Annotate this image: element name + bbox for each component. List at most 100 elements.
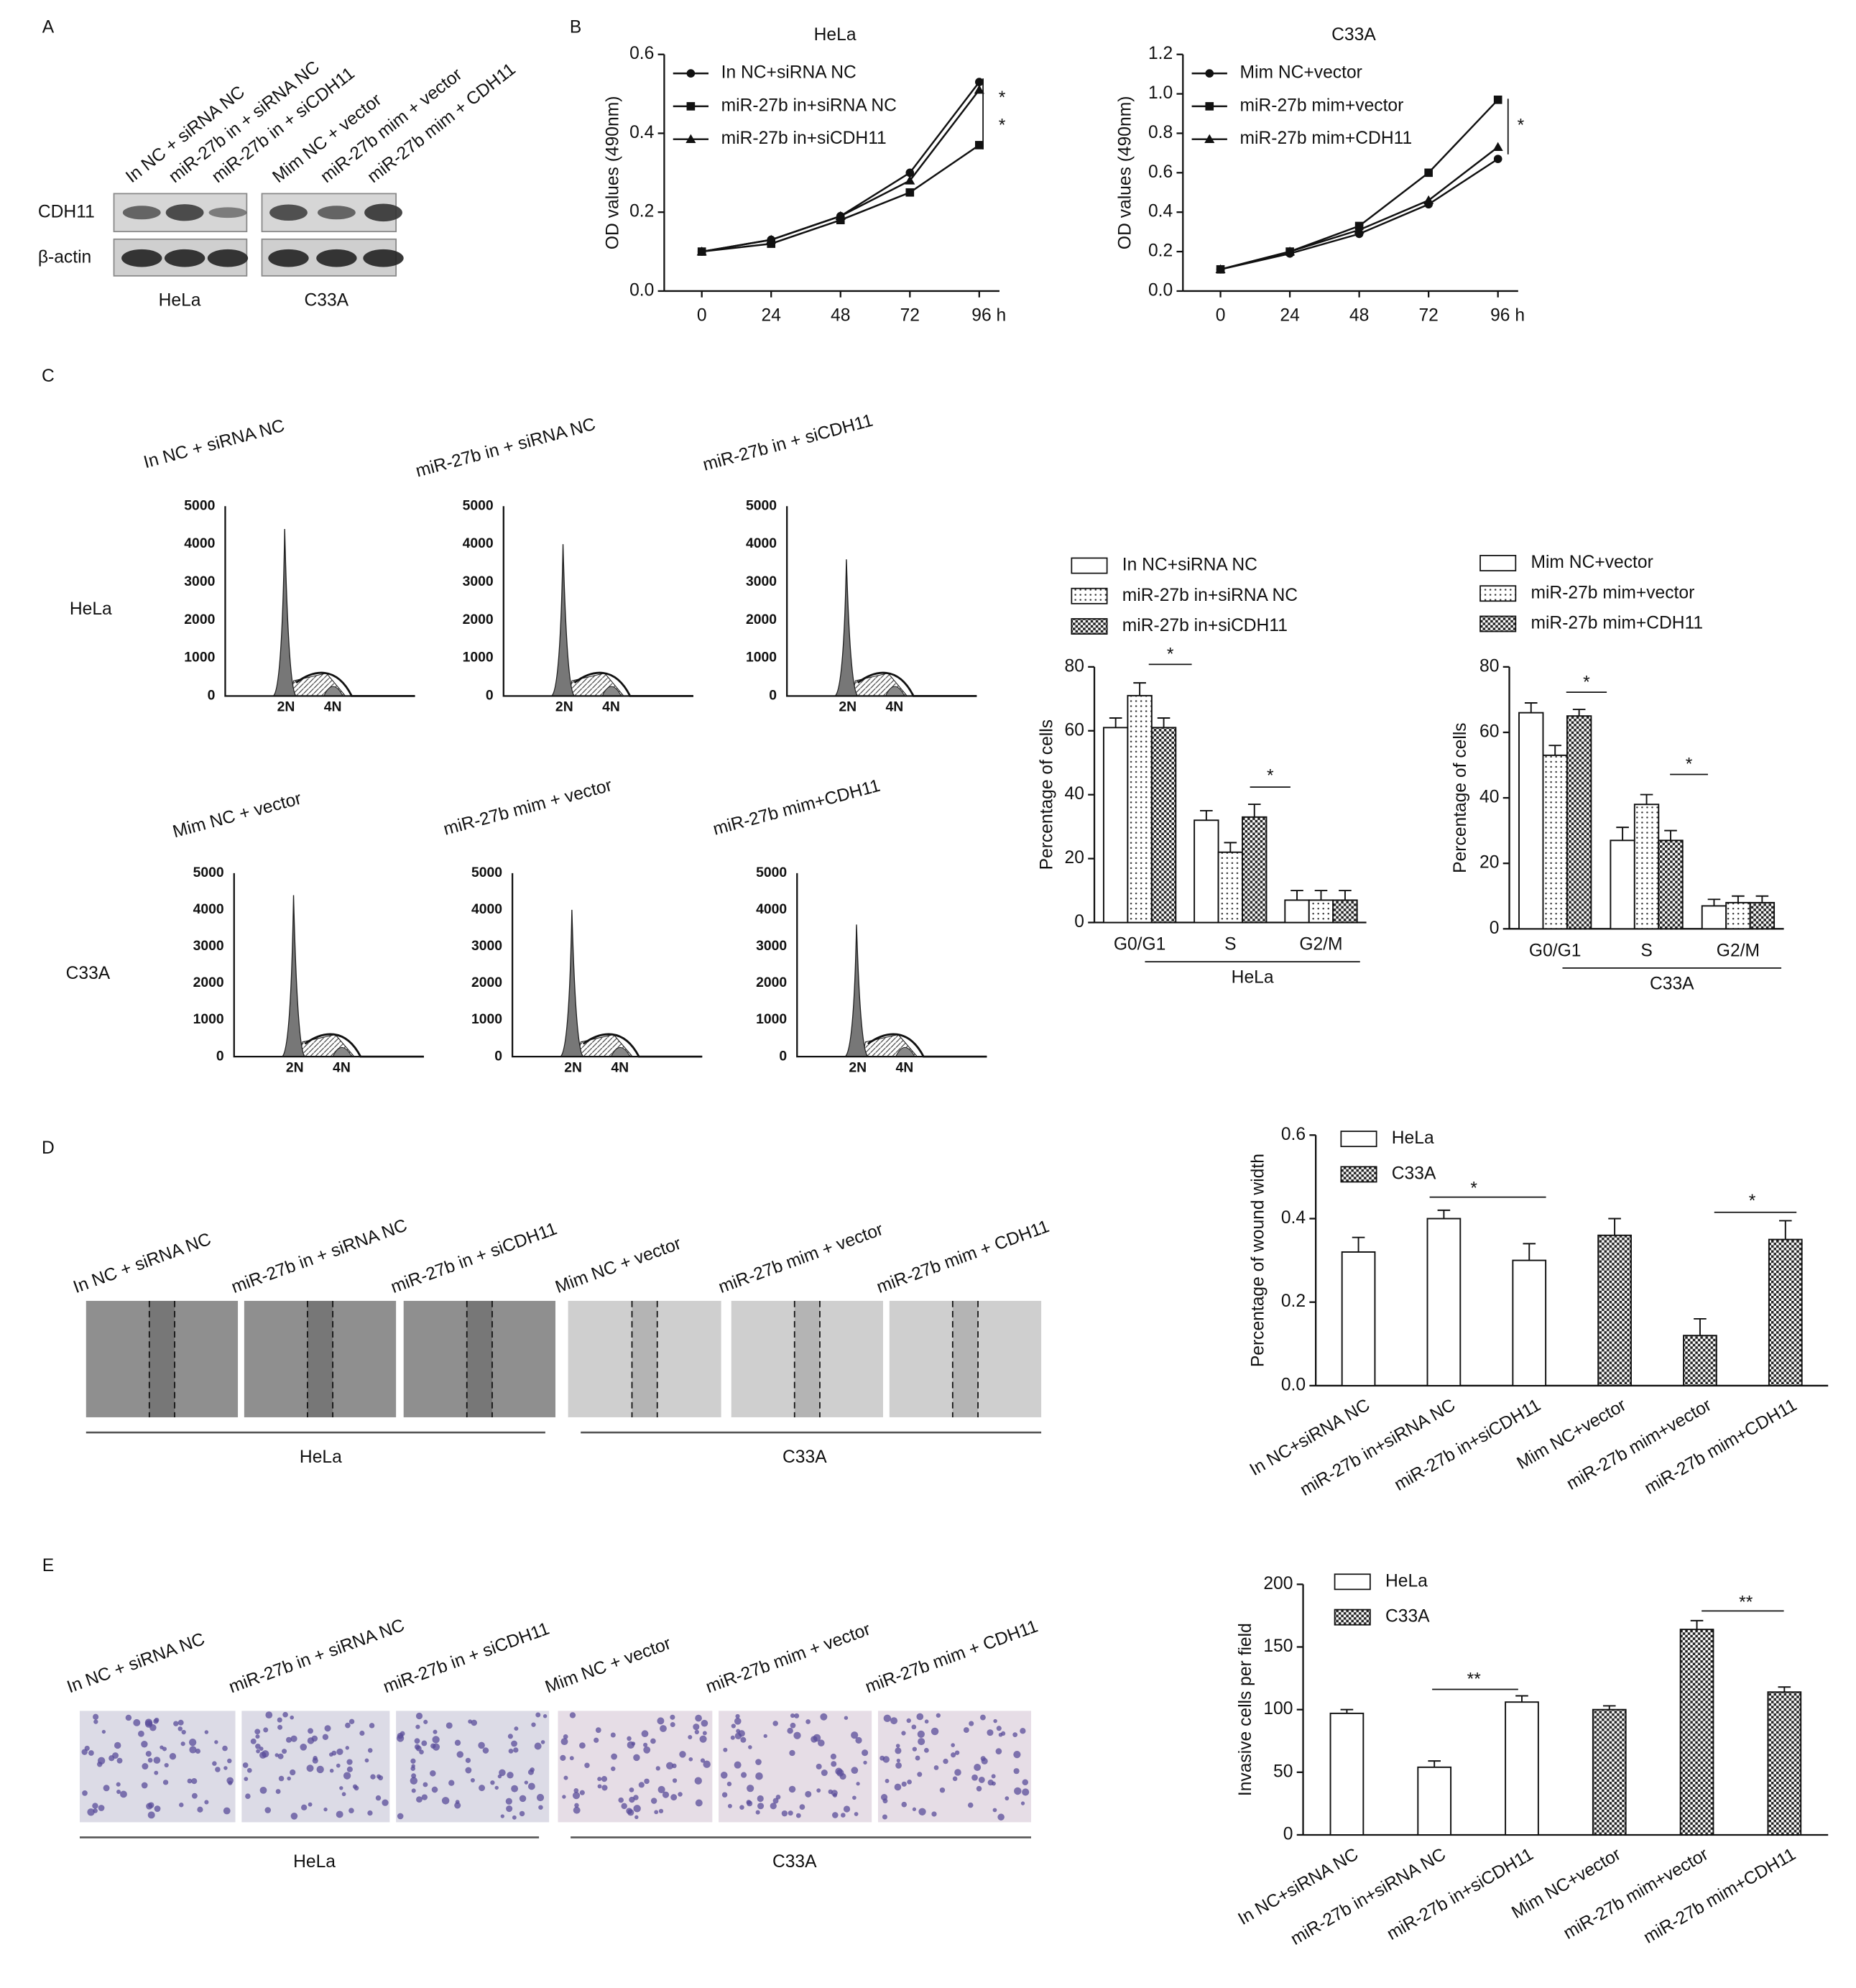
cell — [153, 1718, 159, 1724]
cell — [215, 1767, 221, 1772]
cell — [679, 1751, 686, 1758]
cell — [180, 1741, 185, 1747]
cell — [259, 1786, 267, 1794]
cell — [339, 1786, 343, 1790]
photo-title: miR-27b in + siCDH11 — [388, 1219, 559, 1297]
cell — [793, 1731, 801, 1739]
cell — [748, 1745, 752, 1749]
cell — [627, 1736, 632, 1741]
legend-label: miR-27b mim+vector — [1530, 583, 1694, 602]
cell — [660, 1725, 667, 1732]
flow-outline — [304, 1033, 424, 1058]
cell — [92, 1803, 98, 1809]
bar — [1417, 1766, 1452, 1836]
cell — [951, 1743, 955, 1747]
cell — [650, 1738, 656, 1744]
flow-outline — [573, 671, 693, 697]
error-bar — [1352, 1236, 1365, 1252]
cell — [336, 1763, 341, 1768]
legend-label: miR-27b mim+CDH11 — [1530, 614, 1703, 633]
flow-tick: 3000 — [184, 574, 215, 589]
error-bar — [1616, 827, 1629, 841]
cell — [739, 1805, 744, 1810]
cell — [290, 1813, 298, 1820]
cell — [721, 1792, 728, 1798]
error-bar — [1548, 745, 1562, 755]
cell — [931, 1727, 939, 1736]
cell — [763, 1734, 767, 1739]
flow-tick: 5000 — [471, 865, 502, 880]
cell — [997, 1813, 1005, 1821]
bar — [1566, 715, 1592, 930]
cell — [693, 1724, 700, 1731]
cell — [414, 1738, 420, 1744]
cell — [191, 1793, 198, 1799]
wound-gap — [307, 1300, 333, 1417]
cell — [993, 1718, 997, 1724]
cell — [141, 1782, 148, 1789]
cell — [597, 1784, 602, 1789]
cell — [471, 1719, 477, 1726]
y-tick-label: 0.6 — [1148, 162, 1173, 182]
cell — [397, 1813, 404, 1820]
cell — [494, 1785, 499, 1790]
cell-label: HeLa — [159, 291, 201, 310]
annotation: * — [1749, 1192, 1756, 1211]
flow-x: 4N — [896, 1059, 914, 1075]
cell — [885, 1779, 890, 1783]
cell — [411, 1788, 416, 1793]
error-bar — [1515, 1695, 1528, 1703]
marker — [696, 247, 707, 256]
cell — [563, 1734, 568, 1739]
legend-swatch — [1334, 1573, 1371, 1591]
marker — [975, 78, 984, 86]
cell — [924, 1719, 929, 1724]
cell — [145, 1751, 152, 1757]
cell — [594, 1737, 599, 1743]
flow-x: 4N — [885, 699, 903, 714]
cell — [169, 1753, 177, 1760]
flow-g1 — [833, 559, 859, 697]
cell — [116, 1757, 123, 1764]
flow-tick: 4000 — [746, 535, 777, 551]
legend-label: miR-27b in+siRNA NC — [721, 96, 897, 115]
cell — [734, 1718, 742, 1725]
cell — [831, 1761, 837, 1767]
flow-tick: 1000 — [184, 650, 215, 666]
y-tick-label: 50 — [1273, 1762, 1293, 1781]
x-tick-label: 24 — [762, 306, 781, 326]
bar — [1658, 839, 1684, 930]
cell — [655, 1766, 660, 1771]
cell — [650, 1798, 657, 1804]
band — [364, 203, 402, 222]
photo-title: miR-27b in + siRNA NC — [229, 1215, 410, 1297]
y-tick-label: 1.2 — [1148, 44, 1173, 63]
marker — [974, 85, 984, 94]
cell — [670, 1714, 675, 1720]
cell-label: HeLa — [300, 1448, 342, 1467]
cell — [300, 1744, 308, 1751]
cell — [688, 1734, 693, 1740]
cell — [346, 1766, 353, 1772]
cell — [245, 1793, 251, 1799]
legend-label: miR-27b mim+vector — [1240, 96, 1404, 115]
cell — [992, 1781, 996, 1786]
cell — [991, 1774, 996, 1779]
error-bar — [1339, 890, 1352, 901]
cell — [643, 1742, 648, 1747]
cell — [490, 1780, 495, 1785]
cell — [770, 1803, 777, 1810]
cell — [936, 1713, 941, 1718]
error-bar — [1524, 702, 1538, 713]
cell — [703, 1760, 711, 1768]
cell — [479, 1785, 486, 1792]
flow-title: miR-27b mim+CDH11 — [711, 776, 882, 839]
cell — [895, 1747, 902, 1754]
error-bar — [1157, 717, 1171, 728]
cell — [563, 1775, 568, 1780]
flow-tick: 5000 — [746, 497, 777, 513]
y-tick-label: 0 — [1490, 919, 1500, 938]
cell — [755, 1810, 760, 1815]
cell — [879, 1755, 885, 1761]
annotation: ** — [1467, 1670, 1482, 1690]
